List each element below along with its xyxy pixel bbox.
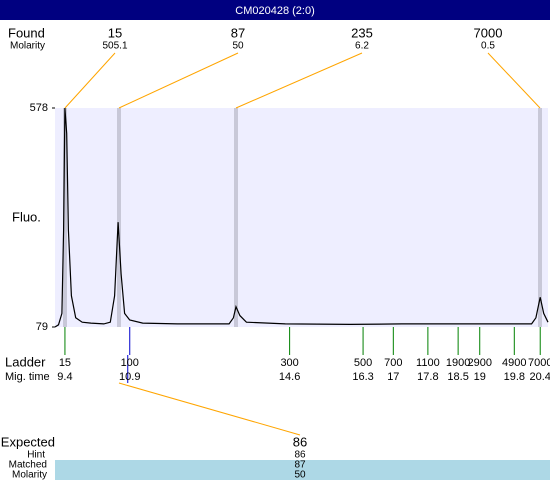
molarity-row-label: Molarity [12, 470, 47, 480]
ladder-size: 7000 [528, 357, 550, 369]
ladder-time: 9.4 [57, 371, 72, 383]
peak-molarity: 6.2 [355, 41, 369, 52]
ladder-time: 16.3 [352, 371, 373, 383]
ladder-size: 300 [280, 357, 298, 369]
ladder-time: 20.4 [530, 371, 550, 383]
ladder-size: 4900 [502, 357, 526, 369]
ladder-size: 2900 [467, 357, 491, 369]
peak-molarity: 0.5 [481, 41, 495, 52]
ladder-size: 700 [384, 357, 402, 369]
matched-value: 87 [294, 460, 306, 471]
matched-label: Matched [9, 460, 47, 471]
peak-size: 15 [108, 25, 122, 40]
molarity-row-value: 50 [294, 470, 306, 480]
hint-value: 86 [294, 450, 306, 461]
peak-connector [235, 52, 363, 109]
ladder-size: 100 [121, 357, 139, 369]
ladder-time: 19.8 [504, 371, 525, 383]
expected-value: 86 [293, 434, 307, 449]
ladder-label: Ladder [5, 354, 46, 369]
peak-molarity: 50 [232, 41, 244, 52]
title: CM020428 (2:0) [235, 5, 315, 17]
molarity-label: Molarity [10, 41, 45, 52]
peak-connector [487, 52, 541, 109]
ladder-size: 15 [59, 357, 71, 369]
ladder-time: 17.8 [417, 371, 438, 383]
trace [54, 107, 549, 328]
peak-marker [63, 108, 67, 327]
ladder-size: 1100 [416, 357, 440, 369]
ladder-time: 17 [387, 371, 399, 383]
hint-label: Hint [27, 450, 45, 461]
expected-connector [118, 382, 301, 436]
peak-molarity: 505.1 [102, 41, 127, 52]
ladder-time: 19 [474, 371, 486, 383]
ladder-time: 10.9 [119, 371, 140, 383]
plot-area [55, 108, 548, 327]
found-label: Found [8, 25, 45, 40]
ladder-size: 500 [354, 357, 372, 369]
y-tick-label: 79 [36, 321, 48, 333]
ladder-size: 1900 [446, 357, 470, 369]
y-tick-label: 578 [30, 102, 48, 114]
peak-marker [538, 108, 542, 327]
peak-size: 87 [231, 25, 245, 40]
peak-marker [117, 108, 121, 327]
ladder-time: 18.5 [447, 371, 468, 383]
peak-size: 7000 [474, 25, 503, 40]
peak-connector [64, 52, 116, 109]
ladder-time: 14.6 [279, 371, 300, 383]
expected-label: Expected [1, 434, 55, 449]
mig-time-label: Mig. time [5, 371, 50, 383]
title-bar [0, 0, 550, 20]
peak-size: 235 [351, 25, 373, 40]
peak-connector [118, 52, 239, 109]
y-axis-label: Fluo. [12, 209, 41, 224]
matched-band [55, 460, 550, 480]
peak-marker [234, 108, 238, 327]
